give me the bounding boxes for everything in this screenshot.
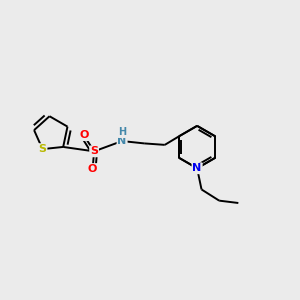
Text: O: O xyxy=(88,164,97,174)
Text: N: N xyxy=(117,136,127,146)
Text: N: N xyxy=(193,163,202,173)
Text: S: S xyxy=(90,146,98,156)
Text: H: H xyxy=(118,127,127,137)
Text: S: S xyxy=(38,144,46,154)
Text: O: O xyxy=(79,130,88,140)
